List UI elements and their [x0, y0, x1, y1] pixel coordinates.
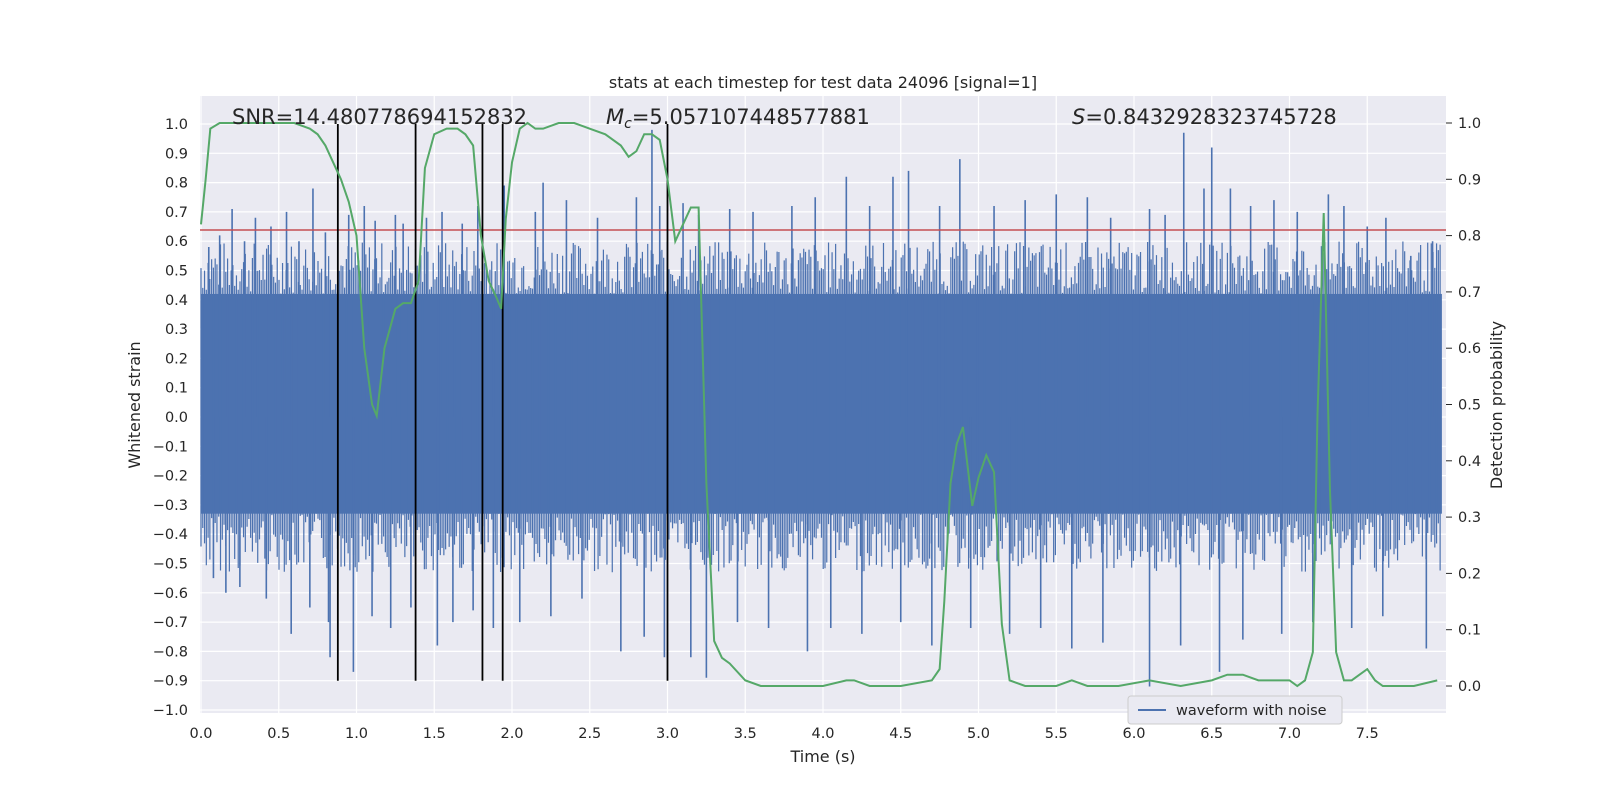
y-tick-label: 0.1	[165, 381, 188, 397]
y-tick-label: −0.5	[153, 557, 188, 573]
y-tick-label: 0.9	[165, 146, 188, 162]
mc-symbol: M	[606, 105, 624, 129]
y-tick-label: −0.7	[153, 615, 188, 631]
x-axis-label: Time (s)	[789, 747, 855, 766]
y-tick-label: −0.1	[153, 439, 188, 455]
mc-value: =5.057107448577881	[632, 105, 870, 129]
y-tick-label: 1.0	[165, 117, 188, 133]
x-tick-label: 5.5	[1045, 726, 1068, 742]
probability-line	[200, 121, 1438, 688]
x-tick-label: 2.0	[500, 726, 523, 742]
y-tick-label: −1.0	[153, 703, 188, 719]
s-value: =0.8432928323745728	[1085, 105, 1336, 129]
mc-subscript: c	[624, 116, 632, 132]
x-tick-label: 1.0	[345, 726, 368, 742]
y-tick-label: −0.4	[153, 527, 188, 543]
y2-tick-label: 0.3	[1458, 510, 1481, 526]
y2-tick-label: 0.2	[1458, 566, 1481, 582]
x-tick-label: 5.0	[967, 726, 990, 742]
s-annotation: S=0.8432928323745728	[1072, 105, 1337, 129]
y2-tick-label: 1.0	[1458, 116, 1481, 132]
x-tick-label: 4.5	[889, 726, 912, 742]
y-tick-label: −0.8	[153, 644, 188, 660]
y-tick-label: −0.3	[153, 498, 188, 514]
x-tick-label: 0.0	[189, 726, 212, 742]
x-tick-label: 7.0	[1278, 726, 1301, 742]
x-tick-label: 2.5	[578, 726, 601, 742]
legend-label-waveform: waveform with noise	[1176, 703, 1327, 719]
y2-tick-label: 0.6	[1458, 341, 1481, 357]
y2-tick-label: 0.4	[1458, 454, 1481, 470]
x-tick-label: 4.0	[811, 726, 834, 742]
legend-box	[1127, 695, 1343, 725]
y-tick-label: 0.0	[165, 410, 188, 426]
y-tick-label: 0.8	[165, 176, 188, 192]
y-axis-label: Whitened strain	[125, 341, 144, 468]
x-tick-labels: 0.0 0.5 1.0 1.5 2.0 2.5 3.0 3.5 4.0 4.5 5.0 5.5 6.0 6…	[189, 726, 1378, 742]
chart-title: stats at each timestep for test data 240…	[609, 73, 1037, 92]
y-tick-label: 0.3	[165, 322, 188, 338]
legend: waveform with noise	[1127, 695, 1343, 725]
x-tick-label: 6.5	[1200, 726, 1223, 742]
y2-tick-labels: 1.0 0.9 0.8 0.7 0.6 0.5 0.4 0.3 0.2 0.1 0.0	[1446, 116, 1481, 695]
mc-annotation: Mc=5.057107448577881	[606, 105, 870, 132]
y2-tick-label: 0.0	[1458, 679, 1481, 695]
waveform-series	[200, 129, 1442, 687]
snr-annotation: SNR=14.480778694152832	[232, 105, 527, 129]
y2-axis-label: Detection probability	[1487, 321, 1506, 489]
y2-tick-label: 0.5	[1458, 398, 1481, 414]
y-tick-label: −0.9	[153, 674, 188, 690]
y2-tick-label: 0.8	[1458, 229, 1481, 245]
x-tick-label: 0.5	[267, 726, 290, 742]
y-tick-label: −0.6	[153, 586, 188, 602]
y2-tick-label: 0.1	[1458, 623, 1481, 639]
y-tick-label: 0.4	[165, 293, 188, 309]
y-tick-label: 0.7	[165, 205, 188, 221]
y-tick-label: −0.2	[153, 469, 188, 485]
y2-tick-label: 0.7	[1458, 285, 1481, 301]
x-tick-label: 7.5	[1356, 726, 1379, 742]
y2-tick-label: 0.9	[1458, 172, 1481, 188]
vertical-markers	[336, 124, 669, 681]
y-tick-labels: 1.0 0.9 0.8 0.7 0.6 0.5 0.4 0.3 0.2 0.1 0.0 −0.1 −0.…	[153, 117, 188, 719]
x-tick-label: 3.5	[734, 726, 757, 742]
y-tick-label: 0.6	[165, 234, 188, 250]
x-tick-label: 6.0	[1122, 726, 1145, 742]
x-tick-label: 3.0	[656, 726, 679, 742]
y-tick-label: 0.5	[165, 264, 188, 280]
s-symbol: S	[1072, 105, 1085, 129]
x-tick-label: 1.5	[423, 726, 446, 742]
y-tick-label: 0.2	[165, 351, 188, 367]
